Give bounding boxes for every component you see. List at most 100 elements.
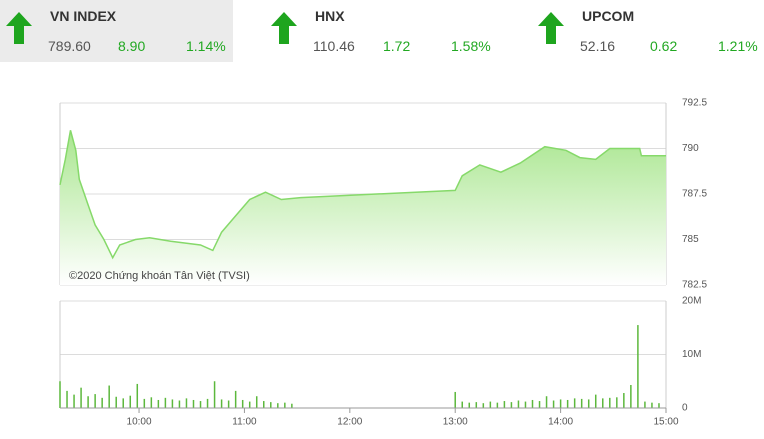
price-line xyxy=(59,130,666,260)
ticker-price: 52.16 xyxy=(580,38,616,54)
y-tick-label: 782.5 xyxy=(682,280,707,291)
volume-bar xyxy=(538,401,541,408)
up-arrow xyxy=(271,12,297,44)
volume-bar xyxy=(73,394,75,408)
volume-bar xyxy=(552,400,555,408)
volume-bar xyxy=(644,401,646,408)
volume-bar xyxy=(531,399,534,408)
volume-bar xyxy=(658,403,660,408)
volume-bar xyxy=(609,397,611,408)
y-tick-label: 20M xyxy=(682,296,701,307)
volume-bar xyxy=(489,401,492,408)
volume-bar xyxy=(234,390,237,408)
volume-bar xyxy=(454,391,456,408)
volume-bar xyxy=(164,397,167,408)
annotation: ©2020 Chứng khoán Tân Việt (TVSI) xyxy=(69,270,250,282)
volume-bar xyxy=(220,399,223,408)
volume-bar xyxy=(101,397,103,408)
volume-bar xyxy=(580,398,583,408)
volume-bar xyxy=(566,399,569,408)
volume-bar xyxy=(94,394,96,408)
ticker-pct: 1.21% xyxy=(718,38,758,54)
y-tick-label: 785 xyxy=(682,234,699,245)
volume-bar xyxy=(277,403,279,408)
volume-bar xyxy=(80,387,82,408)
ticker-name: UPCOM xyxy=(582,8,635,24)
volume-bar xyxy=(517,400,520,408)
ticker-change: 0.62 xyxy=(650,38,678,54)
volume-bar xyxy=(241,399,244,408)
ticker-name: HNX xyxy=(315,8,345,24)
volume-bar xyxy=(637,325,639,408)
volume-bar xyxy=(559,399,562,408)
volume-bar xyxy=(108,385,110,408)
volume-bar xyxy=(263,401,265,408)
volume-bar xyxy=(206,398,209,408)
ticker-pct: 1.58% xyxy=(451,38,491,54)
x-tick-label: 13:00 xyxy=(443,417,468,428)
volume-bar xyxy=(143,398,146,408)
volume-bar xyxy=(115,396,117,408)
volume-bar xyxy=(503,401,506,408)
volume-bar xyxy=(136,383,139,408)
x-tick-label: 12:00 xyxy=(337,417,362,428)
volume-bar xyxy=(616,397,618,408)
ticker-price: 789.60 xyxy=(48,38,91,54)
ticker-name: VN INDEX xyxy=(50,8,117,24)
y-tick-label: 10M xyxy=(682,349,701,360)
volume-bar xyxy=(87,396,89,408)
volume-bar xyxy=(602,398,604,408)
up-arrow xyxy=(6,12,32,44)
volume-bar xyxy=(59,381,61,408)
volume-bar xyxy=(178,400,181,408)
ticker-change: 1.72 xyxy=(383,38,411,54)
chart: 782.5 785 787.5 790 792.5 ©2020 Chứng khoán T… xyxy=(59,98,707,428)
volume-bar xyxy=(185,398,188,408)
volume-bar xyxy=(122,398,124,408)
area-fill xyxy=(60,130,666,285)
volume-bar xyxy=(248,401,251,408)
volume-bar xyxy=(573,398,576,408)
volume-bar xyxy=(270,402,272,408)
volume-bar xyxy=(157,399,160,408)
ticker-pct: 1.14% xyxy=(186,38,226,54)
x-tick-label: 15:00 xyxy=(653,417,678,428)
volume-bar xyxy=(171,399,174,408)
volume-bar xyxy=(587,399,590,408)
volume-bar xyxy=(475,402,478,408)
volume-bar xyxy=(192,399,195,408)
volume-bar xyxy=(227,400,230,408)
x-tick-label: 10:00 xyxy=(127,417,152,428)
ticker: VN INDEX 789.60 8.90 1.14% xyxy=(0,0,233,62)
volume-bar xyxy=(255,396,258,408)
ticker-change: 8.90 xyxy=(118,38,146,54)
y-tick-label: 0 xyxy=(682,403,688,414)
volume-bar xyxy=(651,402,653,408)
volume-bar xyxy=(461,401,463,408)
x-tick-label: 14:00 xyxy=(548,417,573,428)
y-tick-label: 792.5 xyxy=(682,98,707,109)
volume-bar xyxy=(213,381,216,408)
volume-bar xyxy=(482,403,485,408)
volume-bar xyxy=(623,393,625,408)
up-arrow xyxy=(538,12,564,44)
volume-bar xyxy=(150,397,153,408)
ticker: UPCOM 52.16 0.62 1.21% xyxy=(532,0,762,62)
volume-bar xyxy=(630,384,632,408)
y-tick-label: 790 xyxy=(682,143,699,154)
volume-bar xyxy=(291,403,293,408)
ticker-price: 110.46 xyxy=(313,38,355,54)
volume-bar xyxy=(524,401,527,408)
volume-bar xyxy=(284,402,286,408)
volume-bar xyxy=(510,402,513,408)
volume-bar xyxy=(545,396,548,408)
volume-bar xyxy=(129,395,132,408)
ticker: HNX 110.46 1.72 1.58% xyxy=(265,0,495,62)
volume-bar xyxy=(199,401,202,408)
volume-bar xyxy=(496,402,499,408)
x-tick-label: 11:00 xyxy=(232,417,257,428)
volume-bar xyxy=(66,390,68,408)
y-tick-label: 787.5 xyxy=(682,189,707,200)
volume-bar xyxy=(468,402,471,408)
